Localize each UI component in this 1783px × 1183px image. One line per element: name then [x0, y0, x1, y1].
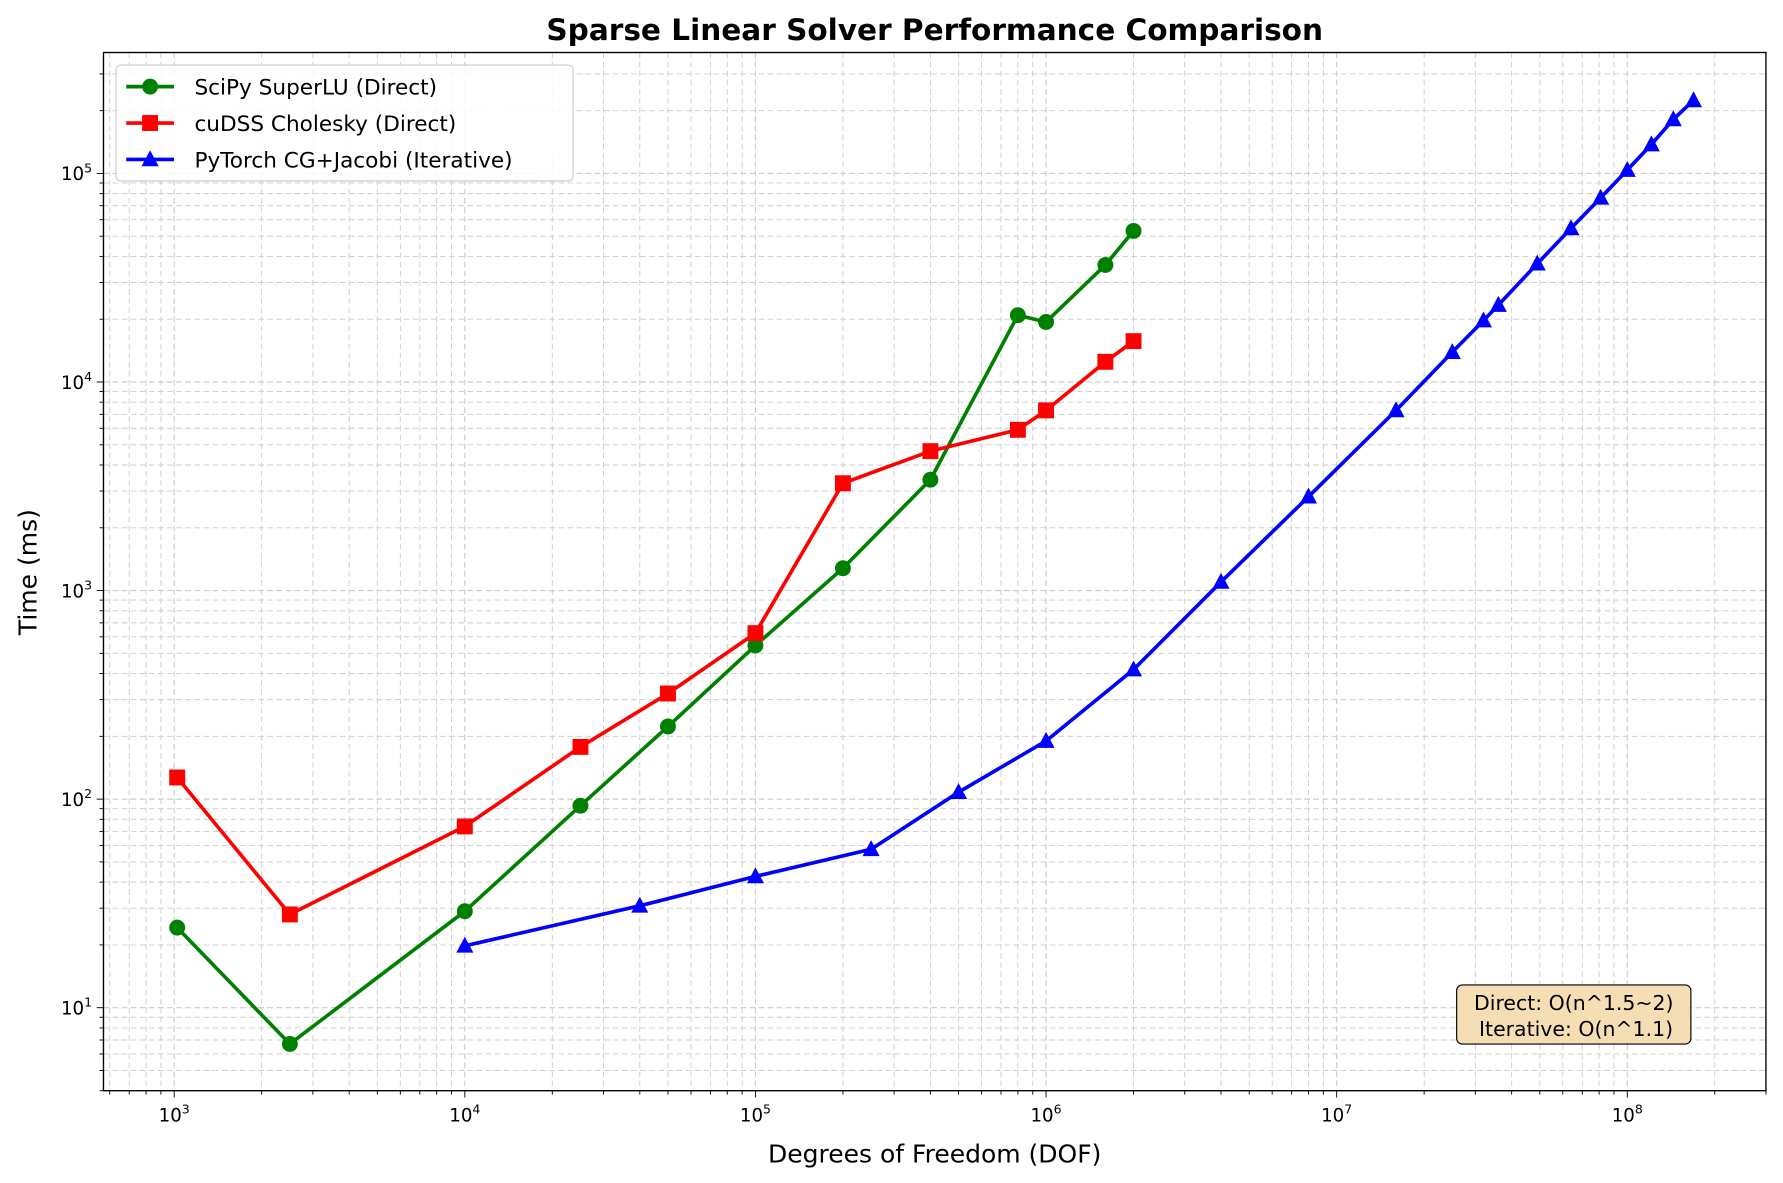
data-point — [1038, 314, 1055, 330]
data-point — [950, 783, 968, 799]
data-point — [834, 560, 851, 577]
data-point — [922, 443, 939, 460]
data-point — [1125, 333, 1142, 350]
y-tick-label: 103 — [61, 577, 92, 602]
annotation-line-2: Iterative: O(n^1.1) — [1479, 1017, 1673, 1041]
data-point — [281, 1036, 298, 1052]
legend-label: PyTorch CG+Jacobi (Iterative) — [194, 148, 512, 173]
y-tick-label: 101 — [61, 995, 92, 1020]
data-point — [456, 936, 474, 953]
data-point — [1592, 188, 1610, 205]
data-point — [1443, 343, 1461, 359]
series-layer — [169, 91, 1703, 1052]
data-point — [659, 718, 676, 735]
data-point — [1009, 307, 1026, 324]
data-point — [1489, 295, 1507, 312]
data-point — [281, 906, 298, 923]
data-point — [631, 896, 649, 913]
data-point — [572, 797, 589, 814]
data-point — [746, 867, 764, 884]
chart-title: Sparse Linear Solver Performance Compari… — [546, 13, 1323, 47]
x-tick-label: 107 — [1321, 1101, 1352, 1126]
legend: SciPy SuperLU (Direct) cuDSS Cholesky (Di… — [115, 64, 574, 182]
data-point — [1097, 353, 1114, 370]
data-point — [1684, 91, 1703, 108]
annotation-line-1: Direct: O(n^1.5~2) — [1474, 991, 1673, 1015]
data-point — [1618, 160, 1636, 177]
data-point — [922, 471, 939, 488]
data-point — [1212, 572, 1230, 589]
x-axis-label: Degrees of Freedom (DOF) — [768, 1139, 1101, 1168]
series-line — [175, 339, 1135, 917]
series-line — [175, 229, 1135, 1046]
y-axis-label: Time (ms) — [13, 509, 42, 636]
legend-marker — [142, 78, 159, 95]
series-square — [169, 333, 1142, 923]
data-point — [1009, 421, 1026, 438]
data-point — [169, 919, 186, 936]
data-point — [1299, 487, 1318, 504]
data-point — [1387, 401, 1405, 418]
y-tick-label: 105 — [61, 160, 92, 185]
data-point — [1038, 402, 1055, 419]
legend-box — [115, 64, 574, 182]
data-point — [572, 738, 589, 755]
data-point — [1097, 257, 1114, 273]
legend-label: cuDSS Cholesky (Direct) — [194, 112, 456, 137]
data-point — [747, 637, 764, 654]
data-point — [456, 903, 473, 920]
data-point — [1528, 254, 1546, 271]
x-tick-label: 108 — [1612, 1101, 1643, 1126]
data-point — [1474, 311, 1493, 328]
data-point — [1125, 222, 1142, 239]
data-point — [1037, 731, 1055, 748]
data-point — [1125, 660, 1143, 677]
data-point — [862, 840, 880, 857]
data-point — [659, 685, 676, 702]
data-point — [834, 475, 851, 492]
x-tick-label: 104 — [449, 1101, 480, 1126]
y-tick-label: 102 — [61, 786, 92, 811]
data-point — [1562, 219, 1580, 236]
data-point — [1642, 135, 1660, 152]
y-tick-label: 104 — [61, 369, 92, 394]
annotation-box: Direct: O(n^1.5~2) Iterative: O(n^1.1) — [1456, 984, 1692, 1045]
data-point — [169, 769, 186, 786]
grid — [103, 52, 1767, 1092]
plot-frame — [102, 51, 1767, 1092]
legend-marker — [141, 150, 159, 167]
x-tick-label: 105 — [740, 1101, 771, 1126]
legend-marker — [142, 115, 159, 131]
legend-label: SciPy SuperLU (Direct) — [194, 76, 437, 101]
x-tick-label: 103 — [159, 1101, 190, 1126]
series-triangle — [456, 91, 1703, 953]
series-circle — [169, 222, 1142, 1052]
data-point — [456, 818, 473, 835]
x-tick-label: 106 — [1030, 1101, 1061, 1126]
data-point — [747, 625, 764, 642]
data-point — [1664, 110, 1682, 127]
